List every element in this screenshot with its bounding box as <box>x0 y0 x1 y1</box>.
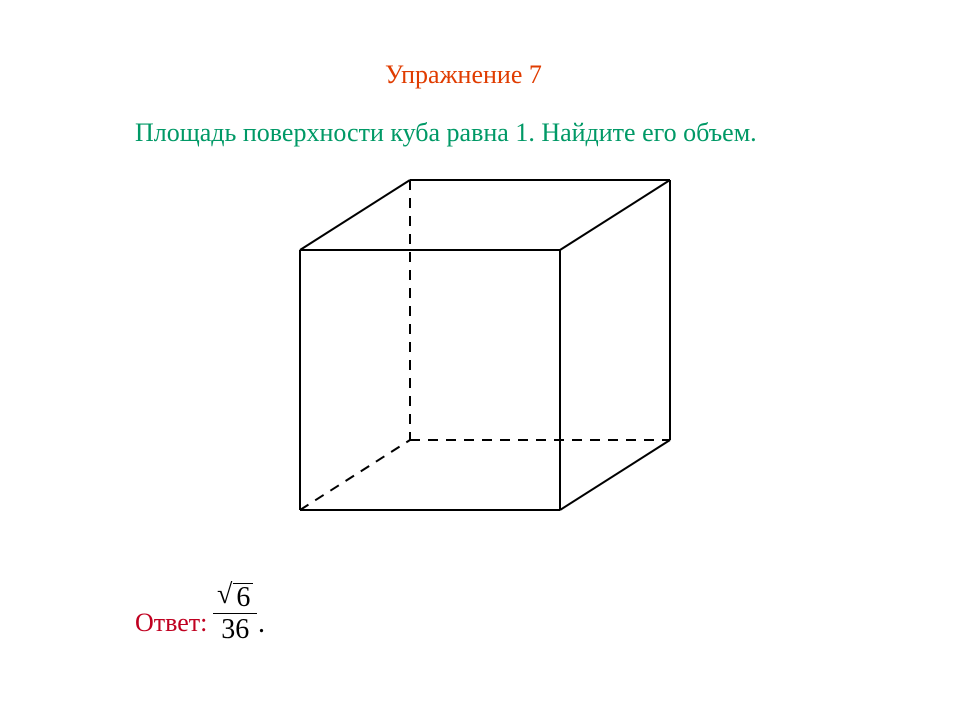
answer-numerator: √ 6 <box>213 580 257 614</box>
answer-label: Ответ: <box>135 608 207 638</box>
answer-fraction: √ 6 36 <box>213 580 257 644</box>
problem-text: Площадь поверхности куба равна 1. Найдит… <box>135 118 757 148</box>
sqrt-expression: √ 6 <box>217 581 253 612</box>
exercise-title: Упражнение 7 <box>385 60 542 90</box>
cube-diagram <box>260 160 680 540</box>
radical-symbol: √ <box>217 581 233 609</box>
answer-denominator: 36 <box>213 614 257 644</box>
answer-period: . <box>258 608 265 640</box>
radicand: 6 <box>233 583 253 612</box>
